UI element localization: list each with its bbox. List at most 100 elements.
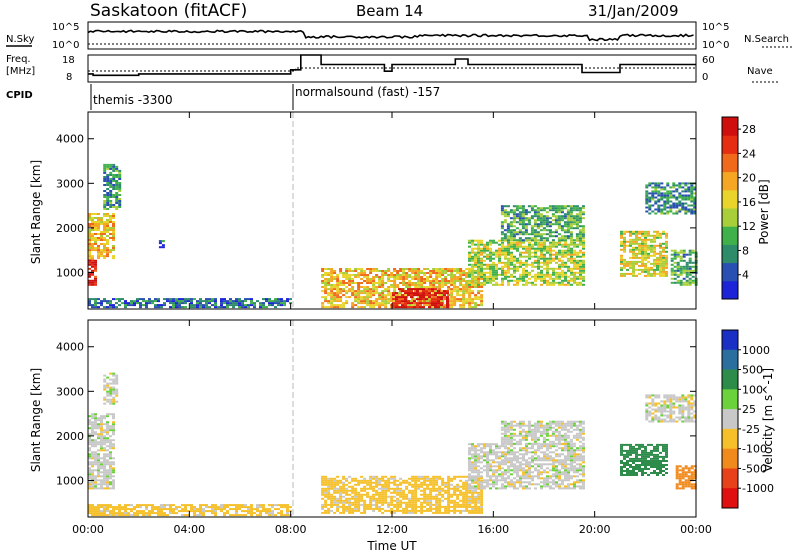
power-gate-9 [665,232,668,235]
power-gate-7 [552,259,555,262]
power-gate-7 [573,261,576,264]
power-gate-8 [521,221,525,224]
velocity-gate-0 [88,457,91,460]
velocity-gate-2 [91,512,94,515]
velocity-gate-3 [330,485,334,488]
power-gate-7 [468,273,471,276]
power-gate-5 [441,300,445,303]
velocity-gate-0 [97,437,100,440]
power-gate-10 [657,198,661,201]
power-gate-6 [410,292,413,295]
velocity-gate-3 [438,509,442,512]
velocity-gate-3 [342,495,346,498]
power-gate-8 [524,237,528,240]
velocity-gate-3 [363,481,367,484]
velocity-gate-4 [471,465,474,468]
power-gate-9 [647,260,650,263]
power-gate-8 [539,213,543,216]
velocity-gate-3 [345,479,349,482]
power-gate-5 [360,300,364,303]
power-gate-8 [500,213,504,216]
velocity-gate-1 [103,398,107,401]
power-gate-8 [506,235,510,238]
power-gate-2 [115,186,119,188]
velocity-gate-4 [477,453,480,456]
power-gate-7 [486,243,489,246]
power-gate-9 [641,232,644,235]
velocity-gate-4 [525,447,528,450]
power-gate-10 [690,204,694,207]
velocity-gate-3 [429,477,433,480]
power-gate-8 [509,229,513,232]
power-gate-3 [169,298,172,301]
power-gate-3 [133,300,136,303]
velocity-gate-4 [504,471,507,474]
power-gate-7 [522,261,525,264]
velocity-gate-2 [118,514,121,517]
velocity-gate-3 [372,497,376,500]
power-gate-5 [384,270,388,272]
power-gate-9 [653,244,656,247]
power-gate-5 [423,300,427,303]
power-gate-7 [546,251,549,254]
power-gate-7 [537,257,540,260]
velocity-gate-4 [543,455,546,458]
velocity-gate-3 [372,507,376,510]
power-gate-3 [205,298,208,301]
power-gate-5 [399,270,403,272]
power-gate-5 [453,290,457,293]
power-gate-9 [632,246,635,249]
power-gate-7 [483,255,486,258]
velocity-gate-4 [513,457,516,460]
power-gate-3 [190,302,193,305]
power-gate-5 [324,282,328,284]
velocity-gate-2 [280,504,283,507]
velocity-gate-3 [381,491,385,494]
power-gate-9 [620,234,623,237]
velocity-gate-0 [106,425,109,428]
velocity-gate-4 [540,487,543,490]
velocity-gate-4 [486,479,489,482]
power-gate-1 [88,213,91,215]
power-gate-5 [372,294,376,297]
power-gate-7 [507,243,510,246]
power-gate-7 [534,255,537,258]
power-gate-5 [456,280,460,282]
velocity-gate-4 [540,481,543,484]
velocity-gate-0 [91,431,94,434]
power-gate-8 [542,207,546,210]
power-gate-5 [348,280,352,282]
velocity-gate-3 [345,497,349,500]
velocity-gate-2 [244,506,247,509]
power-gate-7 [531,261,534,264]
power-gate-6 [419,294,422,297]
power-gate-10 [687,208,691,211]
velocity-gate-3 [387,505,391,508]
power-gate-10 [690,186,694,189]
power-gate-5 [468,304,472,307]
nsky-line [87,29,694,42]
power-gate-7 [483,259,486,262]
power-gate-3 [184,300,187,303]
velocity-gate-4 [540,447,543,450]
velocity-gate-0 [94,453,97,456]
power-gate-10 [666,198,670,201]
power-gate-5 [453,288,457,291]
velocity-gate-4 [489,479,492,482]
power-gate-9 [629,248,632,251]
velocity-gate-3 [423,479,427,482]
power-colorbar-tick-label-6: 28 [742,123,756,136]
velocity-gate-3 [345,499,349,502]
power-gate-8 [521,227,525,230]
power-gate-5 [426,280,430,282]
power-gate-5 [417,296,421,299]
power-gate-11 [682,265,686,268]
velocity-gate-3 [435,479,439,482]
power-gate-7 [480,251,483,254]
velocity-gate-4 [513,459,516,462]
power-gate-1 [100,231,103,233]
power-gate-5 [336,282,340,284]
power-gate-8 [563,213,567,216]
power-gate-5 [378,296,382,299]
